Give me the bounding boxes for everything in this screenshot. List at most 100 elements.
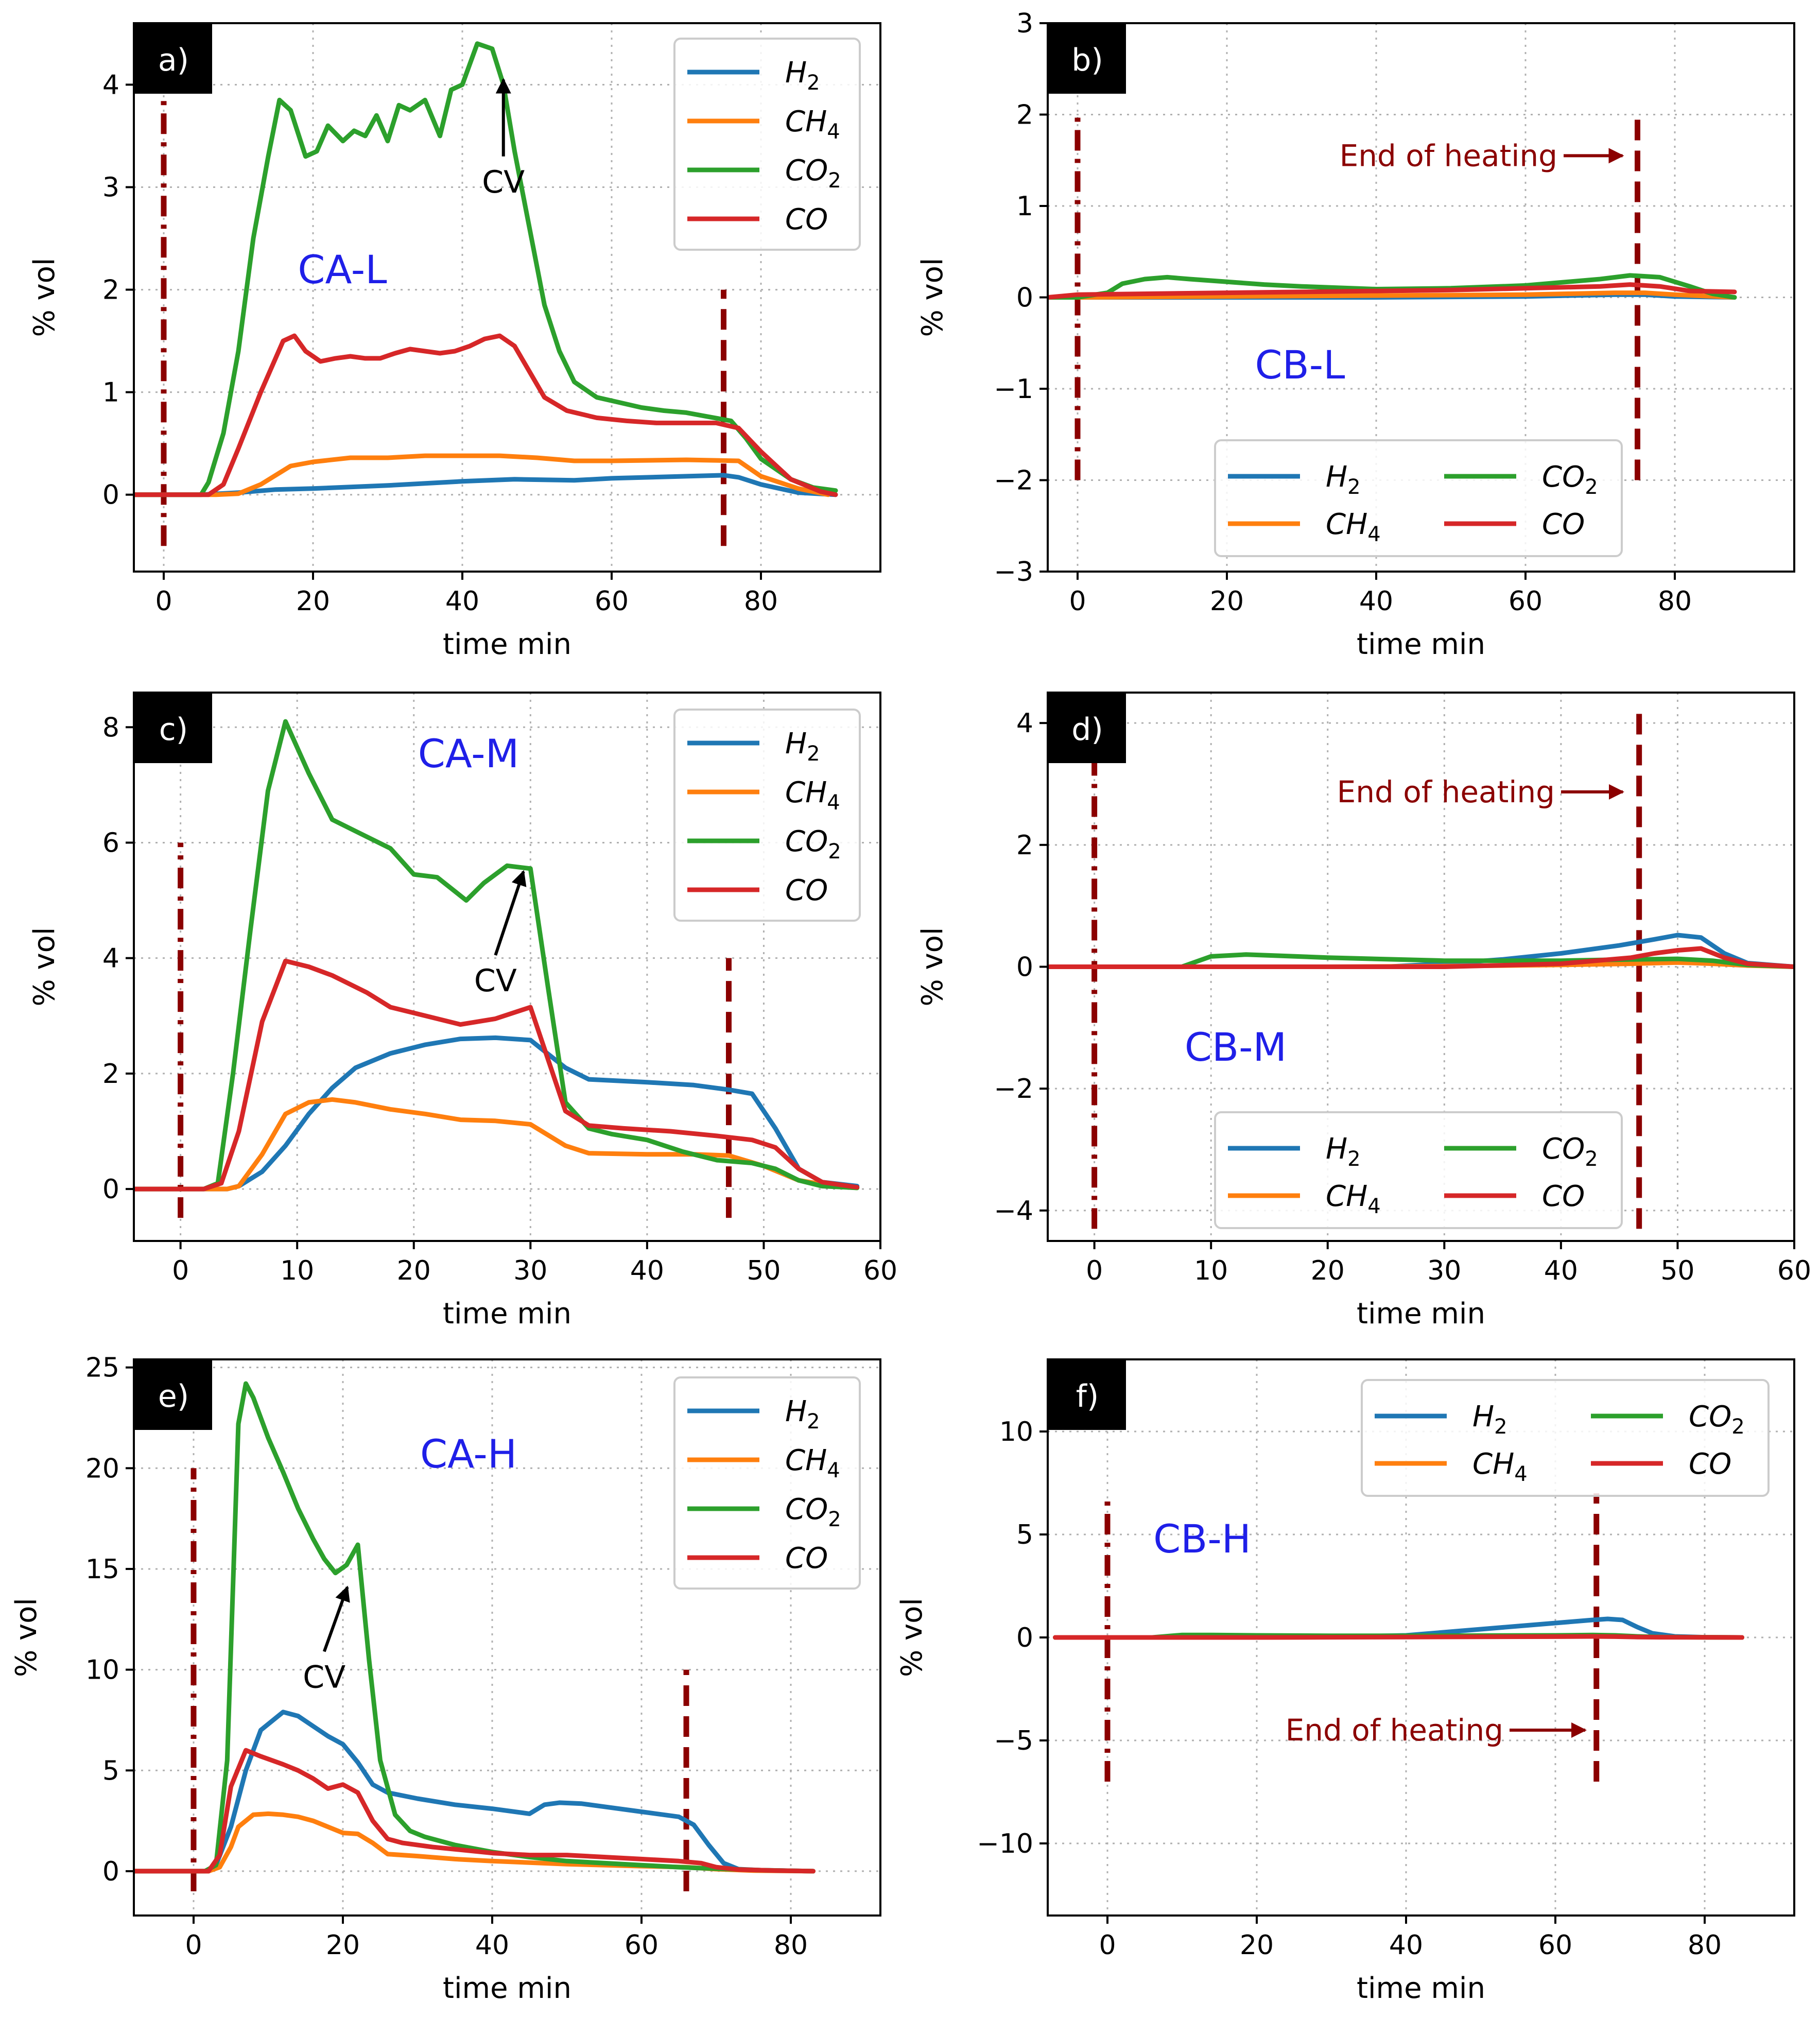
legend: H2 CH4 CO2 CO [673,709,861,922]
y-tick-label: 2 [1016,100,1033,131]
panel-label: b) [1071,42,1103,78]
x-tick-label: 0 [155,586,172,617]
legend-label-ch4: CH4 [1326,508,1381,546]
legend: H2 CH4 CO2 CO [1214,439,1623,557]
legend-box [673,709,861,922]
legend: H2 CH4 CO2 CO [673,1376,861,1590]
legend: H2 CH4 CO2 CO [1214,1111,1623,1229]
legend-label-h2: H2 [785,727,820,766]
series-line-co [1048,946,1794,969]
x-tick-label: 0 [185,1930,202,1961]
y-axis-title: % vol [895,1598,929,1677]
x-axis-title: time min [443,628,571,661]
cv-arrow [322,1585,350,1652]
x-tick-label: 10 [280,1255,314,1286]
y-tick-label: 0 [1016,283,1033,314]
series-line-co [134,333,838,497]
y-tick-label: 2 [102,1059,119,1090]
legend-label-co2: CO2 [785,1493,841,1531]
y-tick-label: 2 [102,275,119,306]
series-line-ch4 [134,1811,816,1874]
y-tick-label: 5 [1016,1520,1033,1550]
x-axis-title: time min [1357,628,1485,661]
y-axis-title: % vol [10,1598,43,1677]
x-tick-label: 40 [1544,1255,1578,1286]
x-tick-label: 60 [1538,1930,1572,1961]
series-group [1048,273,1737,300]
axes-frame [133,692,881,1242]
x-tick-label: 30 [1427,1255,1461,1286]
y-tick-label: 6 [102,827,119,858]
y-axis-title: % vol [916,927,949,1007]
series-line-co2 [134,41,838,497]
y-tick-label: 10 [999,1417,1033,1447]
panel-label-box [1049,694,1126,763]
x-tick-label: 50 [747,1255,781,1286]
x-tick-label: 40 [1389,1930,1423,1961]
x-tick-label: 60 [625,1930,658,1961]
series-line-co [1048,282,1737,300]
x-tick-label: 80 [774,1930,808,1961]
x-tick-label: 0 [1069,586,1086,617]
x-tick-label: 60 [1509,586,1542,617]
x-tick-label: 60 [863,1255,897,1286]
legend-box [1214,1111,1623,1229]
x-tick-label: 40 [475,1930,509,1961]
series-group [134,719,860,1192]
sample-label: CA-H [420,1431,517,1477]
x-tick-label: 80 [744,586,778,617]
y-tick-label: 1 [1016,191,1033,222]
x-tick-label: 0 [1086,1255,1103,1286]
axes-frame [133,1358,881,1917]
series-line-co2 [1048,952,1794,969]
x-axis-title: time min [1357,1972,1485,2005]
chart-panel-f: 0 20 40 60 80 −10 −5 0 5 10 time min % vol f) CB-H H2 C… [895,1358,1795,2005]
y-axis-title: % vol [28,927,61,1007]
legend-label-h2: H2 [1326,460,1361,499]
series-line-co2 [134,1381,816,1874]
x-tick-label: 20 [326,1930,360,1961]
legend: H2 CH4 CO2 CO [1361,1379,1770,1497]
panel-label: f) [1076,1378,1099,1414]
y-tick-label: 1 [102,377,119,408]
chart-panel-e: 0 20 40 60 80 0 5 10 15 20 25 time min % vol e) CA-H H2… [10,1353,881,2005]
panel-label: c) [159,712,188,748]
chart-panel-a: 0 20 40 60 80 0 1 2 3 4 time min % vol a) CA-L H2 CH4 CO… [28,22,881,661]
y-tick-label: −2 [994,1074,1033,1105]
series-group [1053,1616,1744,1640]
legend-box [1361,1379,1770,1497]
x-tick-label: 20 [1210,586,1244,617]
legend-label-co: CO [1542,508,1585,541]
series-line-h2 [134,1035,860,1192]
legend-label-co2: CO2 [1689,1400,1745,1439]
panel-label-box [1049,1360,1126,1430]
series-line-co [134,958,860,1192]
y-tick-label: 0 [102,1856,119,1887]
x-tick-label: 20 [397,1255,431,1286]
legend-label-co2: CO2 [785,825,841,864]
y-tick-label: 25 [85,1353,119,1384]
legend-box [673,38,861,251]
panel-label-box [1049,24,1126,94]
sample-label: CA-M [418,731,519,777]
sample-label: CB-M [1185,1024,1287,1070]
y-tick-label: −10 [977,1828,1033,1859]
y-tick-label: 5 [102,1755,119,1786]
sample-label: CB-H [1153,1516,1251,1562]
legend-label-co: CO [1542,1180,1585,1213]
y-tick-label: 3 [1016,8,1033,39]
legend-label-ch4: CH4 [1326,1180,1381,1218]
legend-label-co: CO [785,203,828,236]
series-line-h2 [134,473,838,497]
legend-label-co: CO [1689,1447,1731,1481]
cv-annotation-label: CV [482,164,525,200]
x-tick-label: 0 [1099,1930,1116,1961]
cv-annotation-label: CV [303,1659,345,1695]
y-axis-title: % vol [916,258,949,337]
y-tick-label: −5 [994,1726,1033,1756]
series-line-ch4 [134,453,830,497]
x-tick-label: 10 [1194,1255,1228,1286]
x-tick-label: 40 [630,1255,664,1286]
x-tick-label: 30 [513,1255,547,1286]
